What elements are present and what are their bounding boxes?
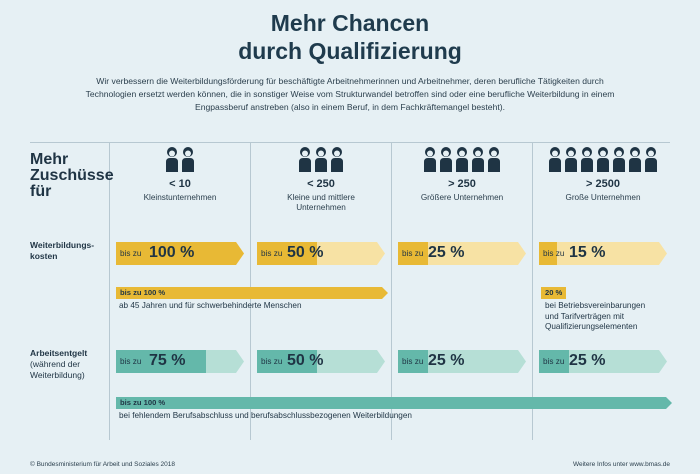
grid-line <box>30 142 670 143</box>
cost-bar: bis zu 15 % <box>539 242 667 265</box>
column-name: Große Unternehmen <box>565 193 641 202</box>
cost-bar-value: 50 % <box>287 244 324 261</box>
person-icon <box>331 147 343 172</box>
person-icon <box>299 147 311 172</box>
header-label: Mehr Zuschüsse für <box>30 151 114 200</box>
cost-large-label: 20 % <box>545 288 563 297</box>
title-line-1: Mehr Chancen <box>270 10 430 36</box>
column-name: Kleine und mittlere Unternehmen <box>287 193 355 212</box>
grid-line <box>532 142 533 440</box>
cost-bar: bis zu 25 % <box>398 242 526 265</box>
wage-bar: bis zu 25 % <box>539 350 667 373</box>
people-icons <box>533 146 673 172</box>
people-icons <box>110 146 250 172</box>
wage-bar: bis zu 25 % <box>398 350 526 373</box>
wage-extra-note: bei fehlendem Berufsabschluss und berufs… <box>119 411 412 420</box>
cost-bar-shape <box>257 242 385 265</box>
person-icon <box>440 147 452 172</box>
column-header: > 2500 Große Unternehmen <box>533 146 673 203</box>
wage-extra-bar: bis zu 100 % <box>116 397 672 409</box>
person-icon <box>472 147 484 172</box>
person-icon <box>645 147 657 172</box>
cost-bar-value: 100 % <box>149 244 195 261</box>
wage-bar-prefix: bis zu <box>120 357 142 366</box>
column-count: < 10 <box>169 178 191 190</box>
person-icon <box>488 147 500 172</box>
column-header: < 10 Kleinstunternehmen <box>110 146 250 203</box>
column-name: Größere Unternehmen <box>420 193 504 202</box>
person-icon <box>565 147 577 172</box>
person-icon <box>549 147 561 172</box>
cost-large-bar-shape <box>541 287 566 299</box>
row-label-wages: Arbeitsentgelt (während der Weiterbildun… <box>30 348 88 380</box>
wage-bar: bis zu 50 % <box>257 350 385 373</box>
person-icon <box>424 147 436 172</box>
cost-bar-prefix: bis zu <box>120 249 142 258</box>
wage-extra-bar-shape <box>116 397 672 409</box>
column-count: < 250 <box>307 178 335 190</box>
grid-line <box>109 142 110 440</box>
cost-bar-value: 25 % <box>428 244 465 261</box>
cost-extra-note: ab 45 Jahren und für schwerbehinderte Me… <box>119 301 302 310</box>
row-label-costs: Weiterbildungs- kosten <box>30 240 95 261</box>
person-icon <box>315 147 327 172</box>
wage-bar-value: 25 % <box>569 352 606 369</box>
cost-large-bar: 20 % <box>541 287 566 299</box>
column-header: < 250 Kleine und mittlere Unternehmen <box>251 146 391 213</box>
wage-bar: bis zu 75 % <box>116 350 244 373</box>
intro-text: Wir verbessern die Weiterbildungsförderu… <box>85 76 615 112</box>
wage-extra-label: bis zu 100 % <box>120 398 166 407</box>
person-icon <box>166 147 178 172</box>
cost-extra-bar: bis zu 100 % <box>116 287 388 299</box>
cost-bar-value: 15 % <box>569 244 606 261</box>
column-count: > 2500 <box>586 178 620 190</box>
wage-bar-shape <box>116 350 244 373</box>
title-line-2: durch Qualifizierung <box>238 38 462 64</box>
cost-bar-shape <box>539 242 667 265</box>
footer-link[interactable]: Weitere Infos unter www.bmas.de <box>572 461 670 468</box>
person-icon <box>581 147 593 172</box>
wage-bar-value: 75 % <box>149 352 186 369</box>
cost-bar: bis zu 50 % <box>257 242 385 265</box>
column-name: Kleinstunternehmen <box>143 193 217 202</box>
person-icon <box>613 147 625 172</box>
people-icons <box>251 146 391 172</box>
cost-bar-prefix: bis zu <box>543 249 565 258</box>
cost-bar-prefix: bis zu <box>402 249 424 258</box>
wage-bar-shape <box>257 350 385 373</box>
wage-bar-shape <box>398 350 526 373</box>
cost-large-note: bei Betriebsvereinbarungen und Tarifvert… <box>545 301 646 331</box>
grid-line <box>391 142 392 440</box>
wage-bar-value: 50 % <box>287 352 324 369</box>
wage-bar-prefix: bis zu <box>261 357 283 366</box>
cost-bar: bis zu 100 % <box>116 242 244 265</box>
person-icon <box>629 147 641 172</box>
column-count: > 250 <box>448 178 476 190</box>
wage-bar-prefix: bis zu <box>402 357 424 366</box>
cost-bar-shape <box>116 242 244 265</box>
person-icon <box>597 147 609 172</box>
cost-bar-prefix: bis zu <box>261 249 283 258</box>
cost-extra-label: bis zu 100 % <box>120 288 166 297</box>
cost-bar-shape <box>398 242 526 265</box>
person-icon <box>182 147 194 172</box>
column-header: > 250 Größere Unternehmen <box>392 146 532 203</box>
footer-copyright: © Bundesministerium für Arbeit und Sozia… <box>30 461 175 468</box>
wage-bar-prefix: bis zu <box>543 357 565 366</box>
people-icons <box>392 146 532 172</box>
person-icon <box>456 147 468 172</box>
wage-bar-value: 25 % <box>428 352 465 369</box>
cost-extra-bar-shape <box>116 287 388 299</box>
wage-bar-shape <box>539 350 667 373</box>
